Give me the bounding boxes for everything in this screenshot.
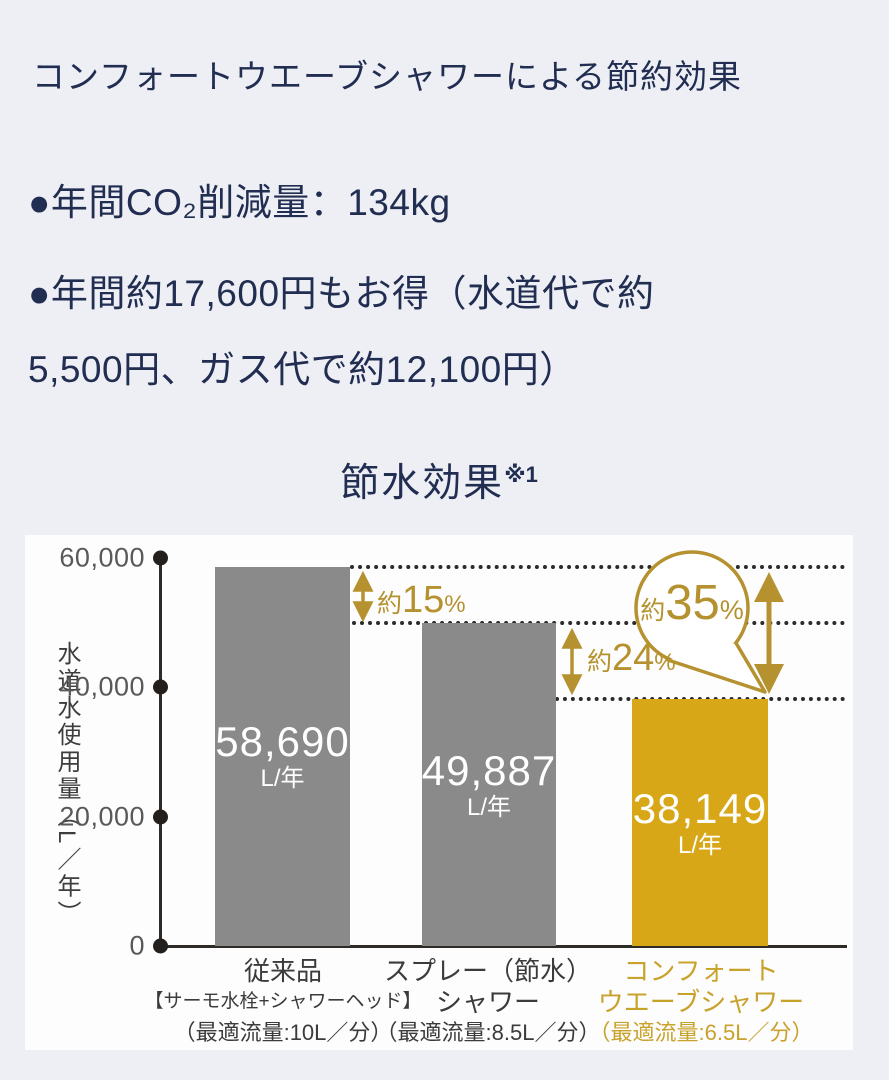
speech-bubble-tail-icon <box>666 641 767 694</box>
y-tick-label-40000: 40,000 <box>59 671 145 702</box>
annotation-35-percent-bubble: 約 35% <box>624 575 760 641</box>
category-flow-rate: （最適流量:10L／分） <box>173 1020 393 1045</box>
dotted-reference-line-49887 <box>352 621 845 626</box>
bar-conventional-product: 58,690 L/年 <box>215 566 350 946</box>
xlabel-comfort-wave-shower: コンフォート ウエーブシャワー （最適流量:6.5L／分） <box>589 955 814 1047</box>
bar-spray-shower: 49,887 L/年 <box>422 623 556 946</box>
y-tick-label-0: 0 <box>129 930 145 961</box>
category-name: コンフォート <box>623 956 779 986</box>
dotted-reference-line-58690 <box>350 564 845 569</box>
bar-value-label: 49,887 <box>421 746 557 794</box>
bar-comfort-wave-shower: 38,149 L/年 <box>632 699 768 946</box>
xlabel-spray-shower: スプレー（節水） シャワー （最適流量:8.5L／分） <box>376 955 601 1047</box>
category-flow-rate: （最適流量:6.5L／分） <box>588 1020 814 1045</box>
bar-value-label: 58,690 <box>215 718 350 766</box>
y-tick-dot <box>153 938 168 954</box>
category-subname: 【サーモ水栓+シャワーヘッド】 <box>144 991 422 1012</box>
annotation-value: 15 <box>402 579 445 621</box>
annotation-value: 35 <box>665 576 720 630</box>
category-subname: ウエーブシャワー <box>597 987 805 1017</box>
y-axis-line <box>159 558 162 947</box>
y-axis-title: 水道水使用量（L／年） <box>53 641 80 928</box>
chart-title-footnote-ref: ※1 <box>504 462 538 487</box>
annotation-suffix: % <box>654 649 676 676</box>
annotation-suffix: % <box>444 591 466 618</box>
y-tick-dot <box>153 679 168 695</box>
annotation-24-percent: 約 24% <box>587 637 676 680</box>
cost-savings-line1: ●年間約17,600円もお得（水道代で約 <box>28 273 655 314</box>
x-axis-line <box>159 945 847 948</box>
y-tick-dot <box>153 550 168 566</box>
category-name: スプレー（節水） <box>383 956 592 986</box>
annotation-suffix: % <box>719 595 744 625</box>
xlabel-conventional-product: 従来品 【サーモ水栓+シャワーヘッド】 （最適流量:10L／分） <box>144 955 421 1047</box>
y-tick-label-60000: 60,000 <box>59 542 145 573</box>
dotted-reference-line-38149 <box>555 697 845 702</box>
annotation-15-percent: 約 15% <box>377 579 466 622</box>
cost-savings-line2: 5,500円、ガス代で約12,100円） <box>28 349 577 390</box>
annotation-prefix: 約 <box>377 590 403 618</box>
y-tick-dot <box>153 809 168 825</box>
co2-reduction-text: ●年間CO₂削減量：134kg <box>28 182 451 223</box>
category-flow-rate: （最適流量:8.5L／分） <box>375 1020 601 1045</box>
bar-unit-label: L/年 <box>677 831 722 859</box>
chart-title: 節水効果※1 <box>25 452 853 508</box>
bar-value-label: 38,149 <box>632 784 768 832</box>
annotation-prefix: 約 <box>587 648 613 676</box>
bar-unit-label: L/年 <box>466 793 511 821</box>
annotation-value: 24 <box>612 637 655 679</box>
bar-unit-label: L/年 <box>260 765 305 793</box>
y-tick-label-20000: 20,000 <box>59 801 145 832</box>
category-subname: シャワー <box>435 987 540 1017</box>
chart-title-text: 節水効果 <box>340 462 505 505</box>
category-name: 従来品 <box>243 956 323 986</box>
page-title: コンフォートウエーブシャワーによる節約効果 <box>32 58 743 95</box>
water-usage-bar-chart: 水道水使用量（L／年） 60,000 40,000 20,000 0 58,69… <box>25 535 853 1050</box>
cost-savings-text: ●年間約17,600円もお得（水道代で約 5,500円、ガス代で約12,100円） <box>28 256 655 408</box>
annotation-prefix: 約 <box>640 597 666 625</box>
